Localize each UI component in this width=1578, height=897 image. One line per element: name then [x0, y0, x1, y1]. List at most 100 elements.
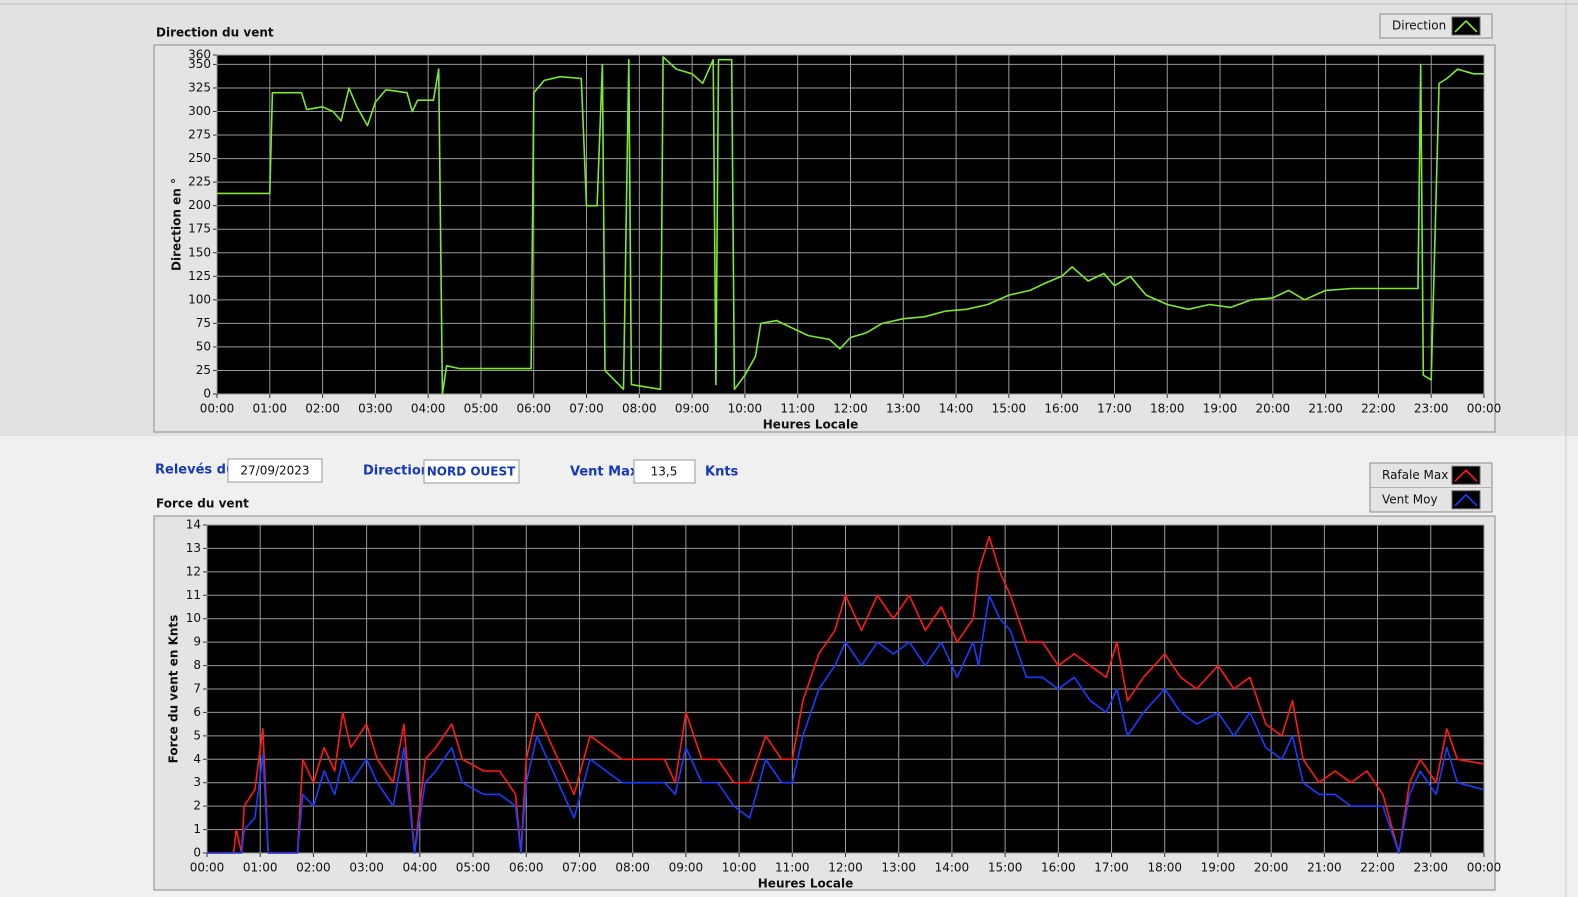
x-tick-label: 02:00 [296, 861, 331, 875]
x-tick-label: 16:00 [1041, 861, 1076, 875]
x-tick-label: 00:00 [190, 861, 225, 875]
y-tick-label: 0 [193, 846, 201, 860]
y-tick-label: 4 [193, 752, 201, 766]
x-tick-label: 06:00 [516, 402, 551, 416]
x-tick-label: 17:00 [1094, 861, 1129, 875]
legend-icon [1454, 19, 1478, 33]
y-tick-label: 300 [188, 104, 211, 118]
x-tick-label: 06:00 [509, 861, 544, 875]
vent-max-field[interactable] [633, 459, 696, 484]
legend-swatch [1451, 490, 1481, 510]
x-tick-label: 22:00 [1361, 402, 1396, 416]
legend-label: Rafale Max [1382, 468, 1448, 482]
direction-label: Direction [363, 464, 430, 479]
unit-label: Knts [705, 465, 739, 480]
x-tick-label: 04:00 [403, 861, 438, 875]
vent-max-label: Vent Max [570, 465, 639, 480]
y-tick-label: 6 [193, 705, 201, 719]
x-tick-label: 18:00 [1147, 861, 1182, 875]
x-axis-title: Heures Locale [758, 877, 853, 891]
x-tick-label: 09:00 [675, 402, 710, 416]
y-tick-label: 25 [196, 363, 211, 377]
y-tick-label: 150 [188, 245, 211, 259]
x-tick-label: 01:00 [243, 861, 278, 875]
y-tick-label: 1 [193, 822, 201, 836]
x-tick-label: 16:00 [1044, 402, 1079, 416]
legend-label: Vent Moy [1382, 492, 1438, 506]
x-tick-label: 12:00 [828, 861, 863, 875]
y-tick-label: 8 [193, 658, 201, 672]
legend-label: Direction [1392, 19, 1446, 33]
data-line [207, 594, 1485, 854]
x-tick-label: 07:00 [562, 861, 597, 875]
y-tick-label: 3 [193, 775, 201, 789]
date-label: Relevés du [155, 463, 235, 478]
x-tick-label: 09:00 [669, 861, 704, 875]
x-tick-label: 08:00 [615, 861, 650, 875]
y-tick-label: 9 [193, 635, 201, 649]
legend-icon [1454, 493, 1478, 507]
y-tick-label: 250 [188, 151, 211, 165]
direction-field[interactable] [423, 459, 520, 484]
x-tick-label: 12:00 [833, 402, 868, 416]
y-tick-label: 10 [186, 611, 201, 625]
x-tick-label: 22:00 [1360, 861, 1395, 875]
y-tick-label: 13 [186, 541, 201, 555]
y-tick-label: 275 [188, 128, 211, 142]
x-tick-label: 15:00 [988, 861, 1023, 875]
x-tick-label: 23:00 [1414, 402, 1449, 416]
y-tick-label: 11 [186, 588, 201, 602]
x-tick-label: 03:00 [358, 402, 393, 416]
y-tick-label: 350 [188, 57, 211, 71]
date-value: 27/09/2023 [240, 464, 309, 478]
y-tick-label: 75 [196, 316, 211, 330]
data-line [217, 56, 1484, 395]
controls: Relevés du 27/09/2023 Direction NORD OUE… [155, 458, 739, 484]
legend-swatch [1451, 16, 1481, 36]
x-tick-label: 13:00 [886, 402, 921, 416]
x-tick-label: 23:00 [1413, 861, 1448, 875]
x-tick-label: 04:00 [411, 402, 446, 416]
chart: Direction du vent 0 25 50 75 100 125 150 175 200 2… [153, 13, 1502, 433]
y-tick-label: 5 [193, 728, 201, 742]
y-tick-label: 0 [203, 387, 211, 401]
x-tick-label: 02:00 [305, 402, 340, 416]
chart-title: Force du vent [156, 497, 249, 511]
x-tick-label: 07:00 [569, 402, 604, 416]
y-tick-label: 360 [188, 48, 211, 62]
date-field[interactable] [227, 458, 323, 483]
y-tick-label: 12 [186, 564, 201, 578]
x-tick-label: 05:00 [464, 402, 499, 416]
data-line [207, 535, 1485, 854]
y-tick-label: 100 [188, 292, 211, 306]
x-tick-label: 15:00 [992, 402, 1027, 416]
x-tick-label: 11:00 [775, 861, 810, 875]
legend-icon [1454, 469, 1478, 482]
x-tick-label: 14:00 [935, 861, 970, 875]
y-tick-label: 7 [193, 682, 201, 696]
x-tick-label: 21:00 [1308, 402, 1343, 416]
x-tick-label: 20:00 [1254, 861, 1289, 875]
x-tick-label: 11:00 [780, 402, 815, 416]
y-tick-label: 50 [196, 339, 211, 353]
x-tick-label: 03:00 [349, 861, 384, 875]
x-tick-label: 08:00 [622, 402, 657, 416]
chart-title: Direction du vent [156, 26, 274, 40]
y-tick-label: 2 [193, 799, 201, 813]
y-axis-title: Force du vent en Knts [167, 615, 181, 764]
x-tick-label: 14:00 [939, 402, 974, 416]
x-tick-label: 13:00 [881, 861, 916, 875]
legend-swatch [1451, 465, 1481, 485]
x-tick-label: 05:00 [456, 861, 491, 875]
x-tick-label: 00:00 [1467, 402, 1502, 416]
x-tick-label: 20:00 [1256, 402, 1291, 416]
y-tick-label: 325 [188, 80, 211, 94]
x-tick-label: 10:00 [722, 861, 757, 875]
x-tick-label: 01:00 [252, 402, 287, 416]
x-tick-label: 19:00 [1203, 402, 1238, 416]
vent-max-value: 13,5 [651, 465, 678, 479]
x-tick-label: 19:00 [1201, 861, 1236, 875]
y-tick-label: 200 [188, 198, 211, 212]
y-tick-label: 225 [188, 175, 211, 189]
